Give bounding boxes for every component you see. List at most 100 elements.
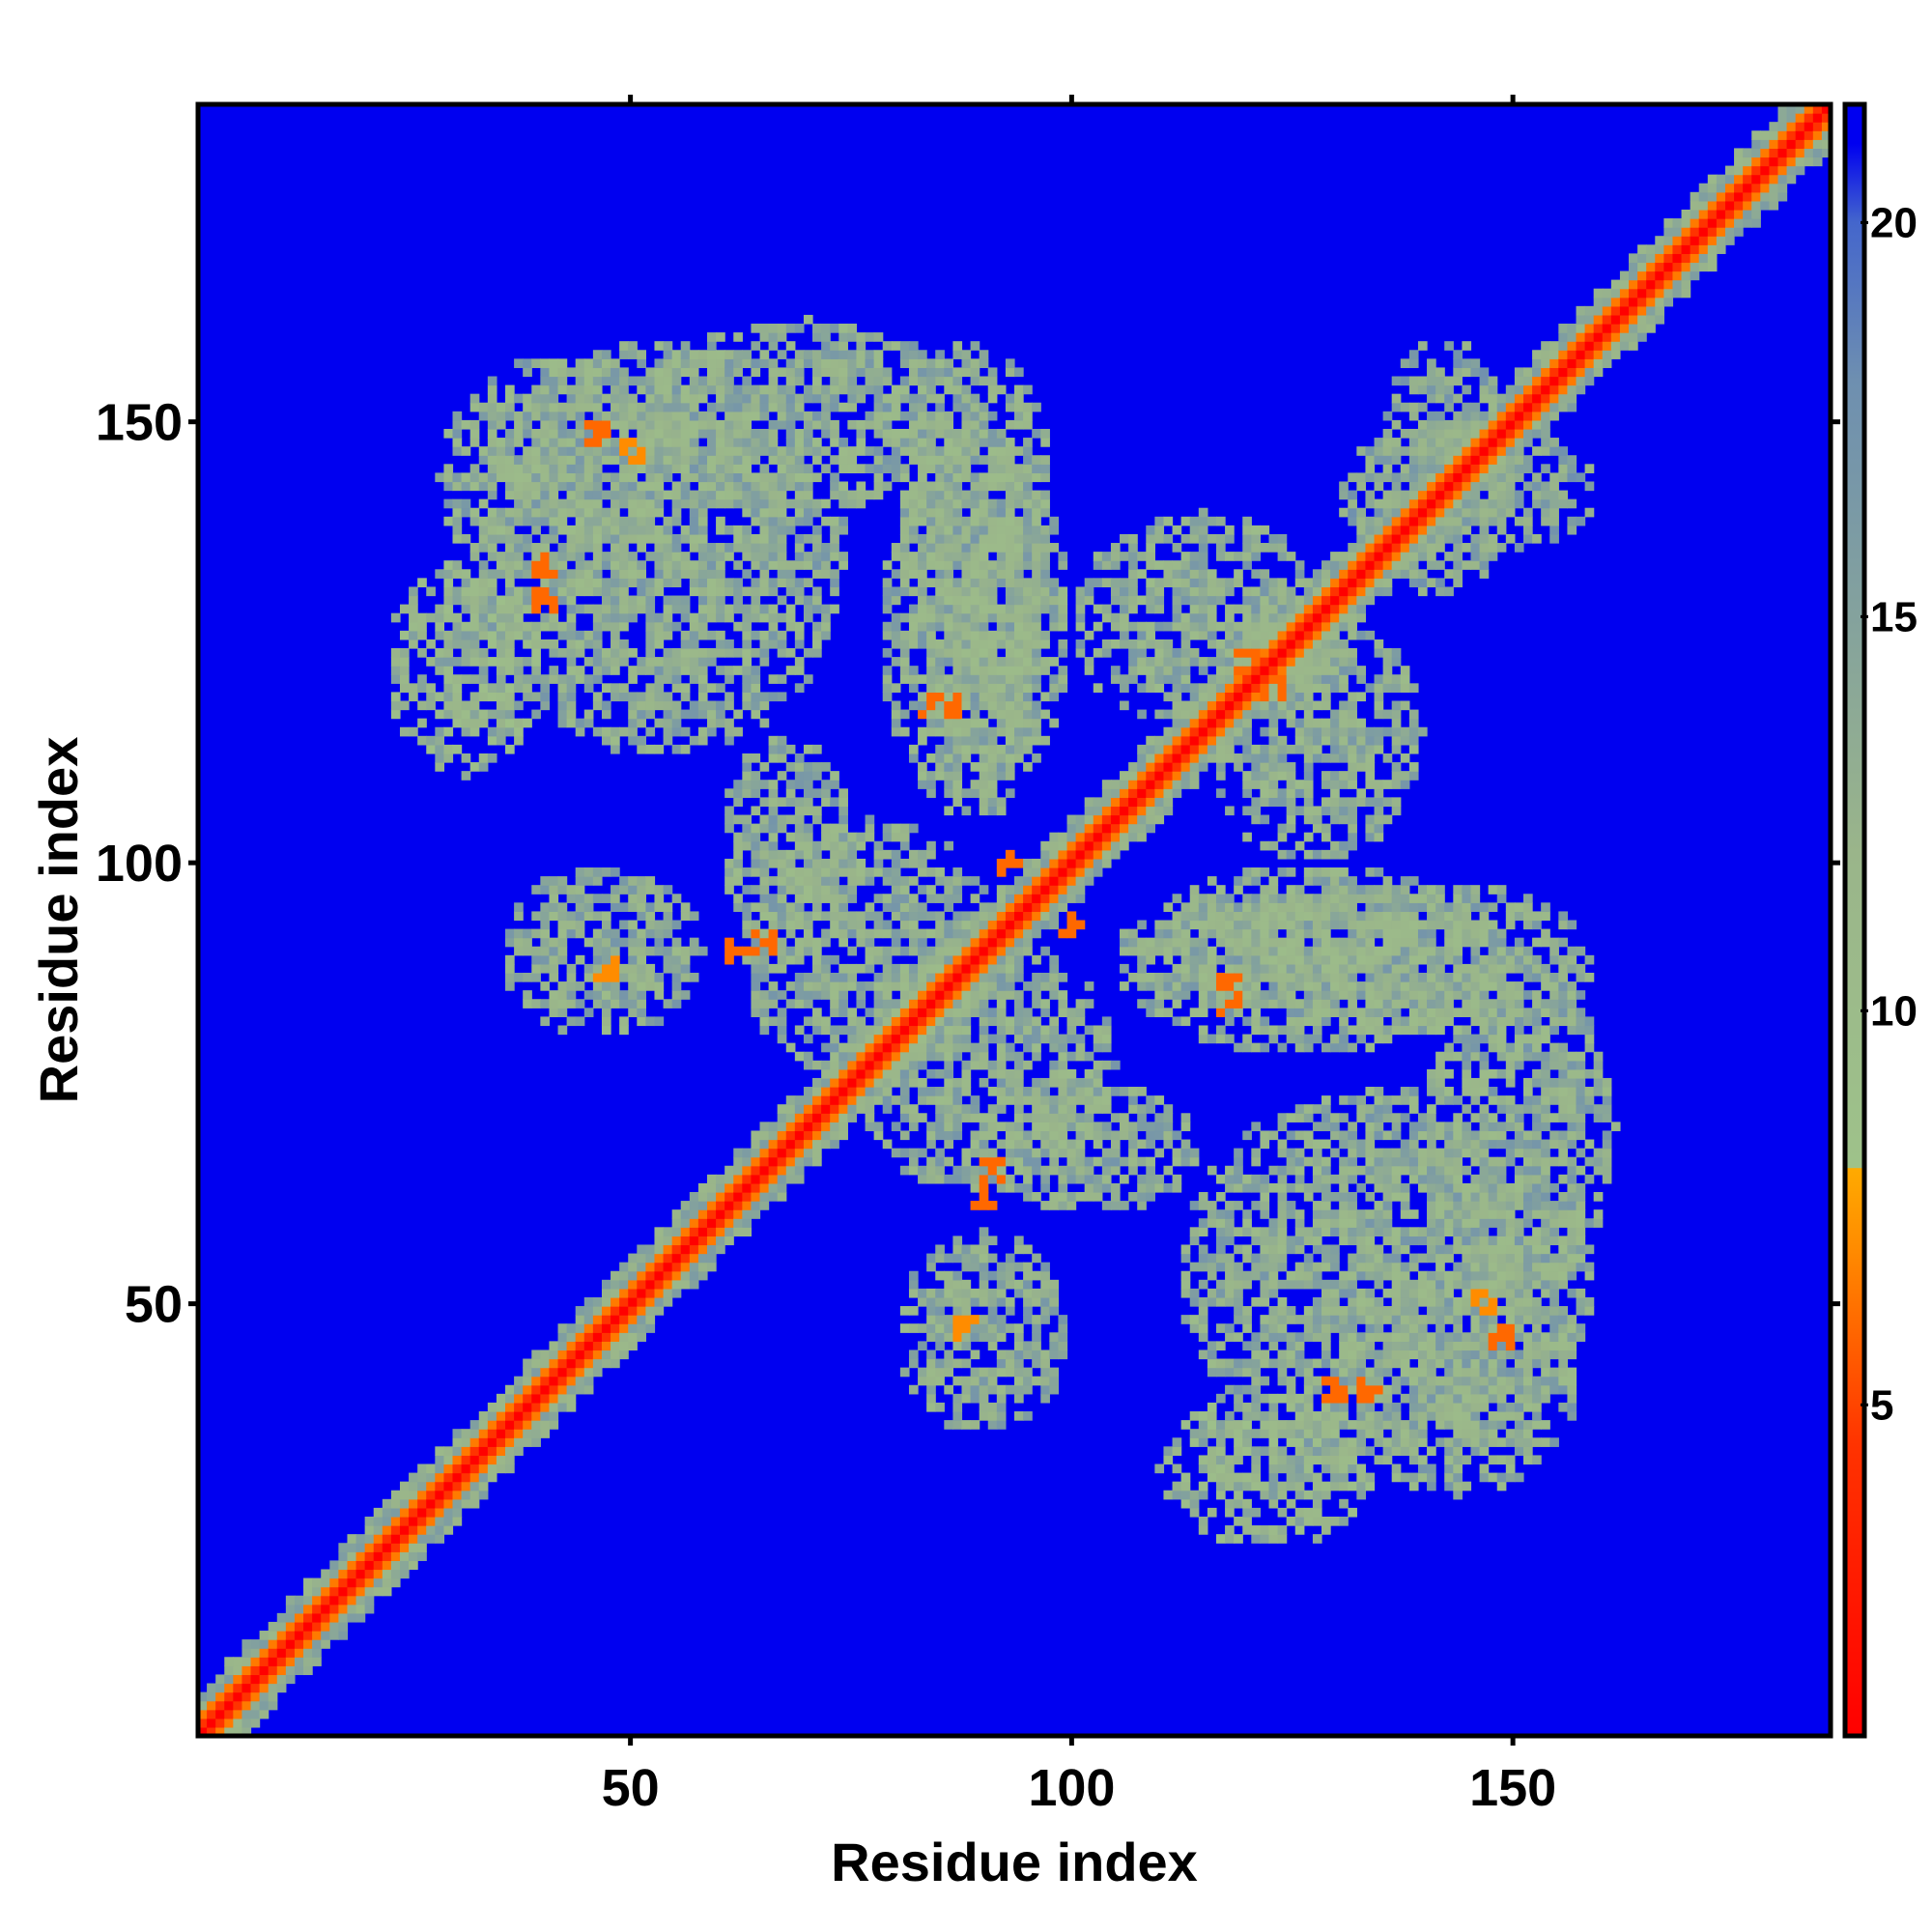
heatmap-cell <box>979 683 989 693</box>
heatmap-cell <box>382 1507 392 1518</box>
heatmap-cell <box>970 1148 980 1158</box>
heatmap-cell <box>399 1507 410 1518</box>
heatmap-cell <box>987 569 998 579</box>
heatmap-cell <box>812 639 822 649</box>
heatmap-cell <box>549 1358 559 1369</box>
heatmap-cell <box>592 894 603 903</box>
heatmap-cell <box>540 578 551 588</box>
heatmap-cell <box>592 1332 603 1342</box>
heatmap-cell <box>944 586 953 597</box>
heatmap-cell <box>716 332 725 342</box>
heatmap-cell <box>918 692 927 702</box>
heatmap-cell <box>996 920 1007 930</box>
heatmap-cell <box>961 533 972 544</box>
heatmap-cell <box>443 586 454 597</box>
heatmap-cell <box>1014 1288 1024 1298</box>
heatmap-cell <box>1014 1034 1024 1044</box>
heatmap-cell <box>505 1437 515 1447</box>
heatmap-cell <box>1005 1384 1015 1395</box>
heatmap-cell <box>1128 814 1138 825</box>
heatmap-cell <box>242 1691 252 1702</box>
heatmap-cell <box>382 1516 392 1526</box>
heatmap-cell <box>891 700 901 711</box>
heatmap-cell <box>777 1182 787 1193</box>
heatmap-cell <box>970 928 980 939</box>
heatmap-cell <box>575 674 585 684</box>
heatmap-cell <box>768 533 779 544</box>
heatmap-cell <box>838 911 848 922</box>
heatmap-cell <box>987 744 998 754</box>
heatmap-cell <box>469 1498 480 1509</box>
heatmap-cell <box>794 1139 805 1150</box>
heatmap-cell <box>944 525 953 535</box>
heatmap-cell <box>733 411 743 421</box>
heatmap-cell <box>882 1034 893 1044</box>
heatmap-cell <box>1075 858 1086 868</box>
heatmap-cell <box>899 858 910 868</box>
heatmap-cell <box>566 367 577 378</box>
heatmap-cell <box>768 832 779 842</box>
heatmap-cell <box>944 999 953 1009</box>
heatmap-cell <box>215 1709 225 1719</box>
heatmap-cell <box>961 911 972 922</box>
heatmap-cell <box>944 411 953 421</box>
heatmap-cell <box>899 726 910 737</box>
heatmap-cell <box>549 419 559 430</box>
heatmap-cell <box>312 1577 322 1588</box>
heatmap-cell <box>970 1315 980 1324</box>
heatmap-cell <box>785 928 796 939</box>
heatmap-cell <box>583 569 594 579</box>
heatmap-cell <box>540 612 551 623</box>
heatmap-cell <box>1093 578 1103 588</box>
heatmap-cell <box>1120 586 1129 597</box>
heatmap-cell <box>979 525 989 535</box>
heatmap-cell <box>1049 1288 1060 1298</box>
heatmap-cell <box>830 1008 839 1017</box>
heatmap-cell <box>557 630 568 640</box>
heatmap-cell <box>575 516 585 526</box>
heatmap-cell <box>1120 1201 1129 1210</box>
heatmap-cell <box>979 1367 989 1378</box>
heatmap-cell <box>970 762 980 772</box>
heatmap-cell <box>523 604 532 614</box>
heatmap-cell <box>645 595 656 606</box>
heatmap-cell <box>452 1446 463 1457</box>
heatmap-cell <box>540 920 551 930</box>
heatmap-cell <box>961 1034 972 1044</box>
heatmap-cell <box>891 946 901 956</box>
heatmap-cell <box>390 1560 401 1571</box>
heatmap-cell <box>364 1516 375 1526</box>
heatmap-cell <box>1110 814 1121 825</box>
heatmap-cell <box>979 972 989 982</box>
heatmap-cell <box>487 1463 497 1474</box>
heatmap-cell <box>768 1148 779 1158</box>
heatmap-cell <box>689 507 699 518</box>
heatmap-cell <box>461 533 471 544</box>
heatmap-cell <box>505 630 515 640</box>
heatmap-cell <box>1075 1087 1086 1096</box>
heatmap-cell <box>996 1350 1007 1360</box>
heatmap-cell <box>549 490 559 500</box>
heatmap-cell <box>768 990 779 1000</box>
heatmap-cell <box>1101 1095 1112 1105</box>
heatmap-cell <box>944 621 953 632</box>
heatmap-cell <box>575 507 585 518</box>
heatmap-cell <box>908 1008 919 1017</box>
heatmap-cell <box>908 1060 919 1070</box>
heatmap-cell <box>540 946 551 956</box>
heatmap-cell <box>724 586 734 597</box>
heatmap-cell <box>794 902 805 913</box>
heatmap-cell <box>443 639 454 649</box>
heatmap-cell <box>1040 525 1050 535</box>
heatmap-cell <box>514 1446 524 1457</box>
heatmap-cell <box>1005 1068 1015 1079</box>
heatmap-cell <box>628 700 638 711</box>
heatmap-cell <box>803 849 813 860</box>
heatmap-cell <box>487 1455 497 1465</box>
heatmap-cell <box>882 999 893 1009</box>
heatmap-cell <box>970 999 980 1009</box>
heatmap-cell <box>268 1631 278 1640</box>
heatmap-cell <box>882 963 893 974</box>
heatmap-cell <box>478 516 489 526</box>
heatmap-cell <box>1137 937 1147 948</box>
